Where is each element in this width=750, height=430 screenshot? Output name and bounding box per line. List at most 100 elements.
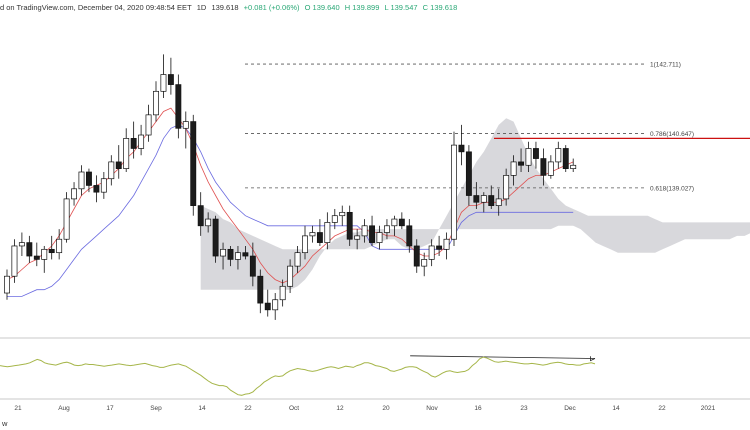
candle-74 bbox=[555, 141, 562, 169]
candle-body bbox=[227, 248, 234, 260]
candle-42 bbox=[316, 219, 323, 246]
kijun-line bbox=[7, 124, 574, 297]
x-tick-4: 14 bbox=[198, 405, 206, 412]
candle-body bbox=[108, 161, 115, 180]
candle-body bbox=[391, 218, 398, 227]
x-tick-6: Oct bbox=[289, 405, 299, 412]
candle-53 bbox=[398, 212, 405, 230]
candle-17 bbox=[130, 121, 137, 159]
x-tick-14: 22 bbox=[658, 405, 666, 412]
candle-body bbox=[555, 148, 562, 163]
candle-body bbox=[473, 195, 480, 203]
fib-label-1: 0.786(140.647) bbox=[650, 131, 694, 138]
candle-62 bbox=[465, 145, 472, 206]
candle-body bbox=[33, 255, 40, 260]
candle-29 bbox=[220, 242, 226, 270]
candle-28 bbox=[212, 215, 219, 263]
candle-18 bbox=[138, 124, 145, 156]
candle-body bbox=[56, 238, 63, 254]
candle-68 bbox=[510, 155, 517, 186]
x-tick-0: 21 bbox=[14, 405, 22, 412]
x-tick-3: Sep bbox=[150, 405, 162, 412]
candle-65 bbox=[488, 185, 495, 209]
candle-body bbox=[562, 148, 569, 169]
candle-body bbox=[361, 225, 368, 237]
candle-body bbox=[48, 248, 55, 254]
candle-body bbox=[346, 211, 353, 240]
header-low: L 139.547 bbox=[384, 3, 418, 12]
candle-19 bbox=[145, 104, 152, 142]
candle-73 bbox=[547, 155, 554, 179]
candle-body bbox=[249, 255, 256, 277]
chart-header: d on TradingView.com, December 04, 2020 … bbox=[0, 3, 460, 17]
candle-60 bbox=[451, 131, 457, 246]
candle-body bbox=[525, 148, 532, 166]
candle-body bbox=[272, 299, 279, 311]
candle-71 bbox=[532, 141, 539, 169]
candle-body bbox=[339, 211, 346, 217]
candle-11 bbox=[85, 168, 92, 193]
x-tick-12: Dec bbox=[564, 405, 576, 412]
candle-body bbox=[167, 74, 174, 85]
candle-10 bbox=[78, 165, 85, 196]
candle-body bbox=[182, 121, 189, 129]
candle-3 bbox=[26, 235, 33, 263]
candle-body bbox=[532, 148, 539, 159]
candle-35 bbox=[264, 289, 271, 317]
candle-32 bbox=[242, 245, 249, 260]
candle-body bbox=[369, 225, 376, 243]
candle-body bbox=[212, 218, 219, 257]
x-tick-7: 12 bbox=[336, 405, 344, 412]
candle-46 bbox=[346, 205, 353, 246]
candle-body bbox=[331, 215, 338, 223]
candle-body bbox=[123, 138, 130, 169]
candle-body bbox=[242, 252, 249, 257]
candle-body bbox=[324, 222, 331, 243]
candle-body bbox=[287, 265, 294, 287]
annotations bbox=[410, 355, 596, 362]
candle-14 bbox=[108, 155, 115, 186]
candle-body bbox=[316, 232, 323, 243]
candle-6 bbox=[48, 235, 55, 260]
candle-41 bbox=[309, 225, 316, 243]
candle-47 bbox=[354, 229, 361, 250]
candle-body bbox=[547, 161, 554, 176]
candle-body bbox=[100, 178, 107, 193]
candle-body bbox=[570, 164, 577, 169]
candle-body bbox=[294, 252, 301, 267]
candle-59 bbox=[443, 232, 450, 260]
candle-body bbox=[153, 90, 159, 116]
candle-8 bbox=[63, 192, 70, 243]
candle-67 bbox=[503, 168, 510, 206]
candle-69 bbox=[518, 148, 525, 172]
candle-body bbox=[130, 138, 137, 149]
candle-body bbox=[138, 134, 145, 149]
ichimoku-cloud bbox=[200, 118, 750, 290]
candle-body bbox=[279, 285, 286, 301]
header-high: H 139.899 bbox=[344, 3, 380, 12]
candle-body bbox=[145, 114, 152, 136]
candle-body bbox=[220, 248, 226, 257]
candle-9 bbox=[71, 182, 77, 206]
candle-body bbox=[160, 74, 167, 92]
candle-21 bbox=[160, 54, 167, 99]
candle-7 bbox=[56, 229, 63, 260]
header-change: +0.081 (+0.06%) bbox=[243, 3, 300, 12]
candle-76 bbox=[570, 158, 577, 172]
candle-body bbox=[413, 245, 420, 267]
cloud-area bbox=[200, 118, 750, 290]
candle-66 bbox=[495, 188, 502, 216]
candle-61 bbox=[458, 124, 465, 166]
candle-body bbox=[488, 195, 495, 206]
candle-20 bbox=[153, 81, 159, 122]
candle-39 bbox=[294, 245, 301, 273]
candle-27 bbox=[205, 212, 212, 233]
candle-body bbox=[115, 161, 122, 169]
candle-23 bbox=[175, 74, 182, 139]
candle-body bbox=[465, 151, 472, 196]
x-tick-8: 20 bbox=[382, 405, 390, 412]
header-close: C 139.618 bbox=[422, 3, 458, 12]
candle-body bbox=[197, 205, 204, 227]
